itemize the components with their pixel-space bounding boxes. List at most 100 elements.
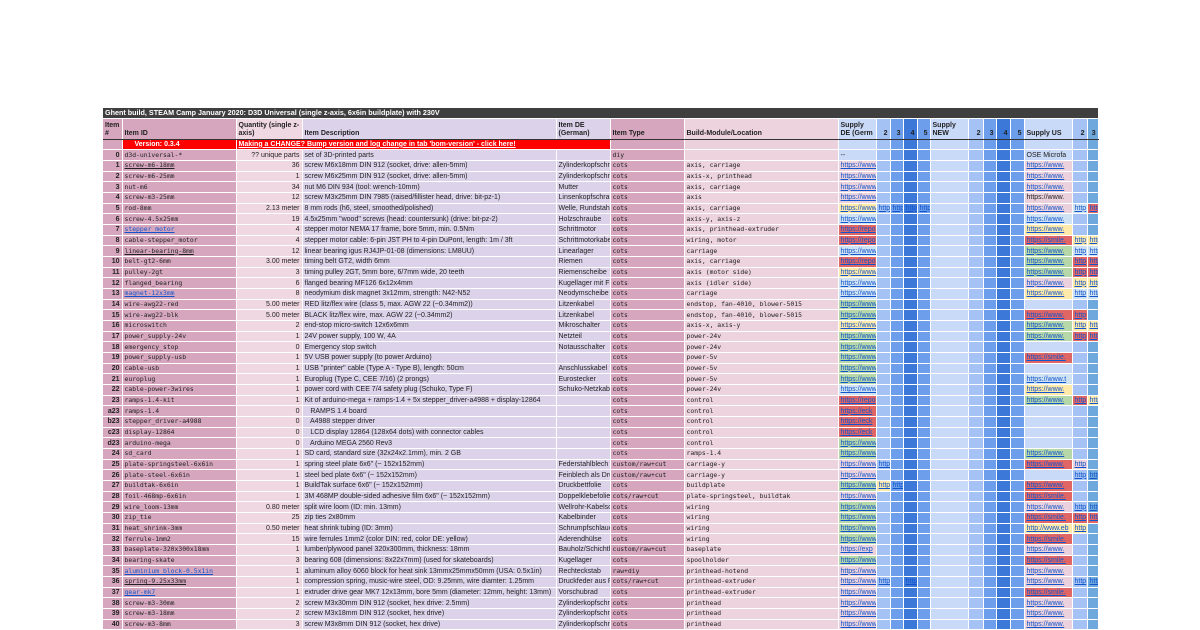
german-name-cell[interactable]: Mikroschalter	[556, 320, 611, 332]
supply-new-4-cell[interactable]	[996, 299, 1011, 311]
supply-us-2-cell[interactable]	[1072, 608, 1088, 620]
supply-de-4-cell[interactable]	[903, 459, 918, 471]
supply-de-2-cell[interactable]	[876, 555, 891, 567]
item-number-cell[interactable]: 33	[103, 544, 123, 556]
supply-de-4-cell[interactable]	[903, 288, 918, 300]
supply-de-3-cell[interactable]	[890, 608, 904, 620]
supplier-link[interactable]: https://www	[840, 343, 876, 351]
supply-de-5-cell[interactable]	[917, 160, 931, 172]
supply-new-4-cell[interactable]	[996, 459, 1011, 471]
supply-new-cell[interactable]	[930, 373, 969, 385]
description-cell[interactable]: BuildTak surface 6x6" (~ 152x152mm)	[302, 480, 557, 492]
supply-de-2-cell[interactable]	[876, 544, 891, 556]
item-id-cell[interactable]: d3d-universal-*	[122, 149, 237, 161]
item-type-cell[interactable]: cots	[610, 480, 685, 492]
supply-new-cell[interactable]	[930, 363, 969, 375]
supply-us-3-cell[interactable]	[1087, 480, 1099, 492]
supplier-link[interactable]: https://eck	[840, 418, 873, 426]
supplier-link[interactable]: http	[1074, 578, 1087, 586]
supply-de-3-cell[interactable]	[890, 448, 904, 460]
description-cell[interactable]: stepper motor NEMA 17 frame, bore 5mm, m…	[302, 224, 557, 236]
supply-new-2-cell[interactable]	[968, 416, 984, 428]
supply-new-5-cell[interactable]	[1010, 192, 1025, 204]
supplier-link[interactable]: https://smile.	[1026, 514, 1066, 522]
supply-new-3-cell[interactable]	[983, 587, 997, 599]
supply-de-5-cell[interactable]	[917, 224, 931, 236]
supplier-link[interactable]: http	[1089, 322, 1098, 330]
supply-us-cell[interactable]: https://www.	[1024, 501, 1073, 514]
supplier-link[interactable]: https://www	[840, 525, 876, 533]
supplier-link[interactable]: http	[1089, 247, 1098, 255]
supply-de-3-cell[interactable]	[890, 320, 904, 332]
supply-new-cell[interactable]	[930, 405, 969, 417]
supplier-link[interactable]: https://www	[840, 364, 876, 372]
supply-de-4-cell[interactable]	[903, 480, 918, 492]
item-number-cell[interactable]: 12	[103, 277, 123, 289]
supply-us-cell[interactable]: https://www.	[1024, 203, 1073, 215]
quantity-cell[interactable]: 4	[236, 224, 303, 236]
supply-de-3-cell[interactable]	[890, 533, 904, 546]
supply-de-3-cell[interactable]	[890, 192, 904, 204]
supply-de-5-cell[interactable]	[917, 320, 931, 332]
supply-us-2-cell[interactable]	[1072, 533, 1088, 546]
description-cell[interactable]: neodymium disk magnet 3x12mm, strength: …	[302, 288, 557, 300]
supplier-link[interactable]: https://www	[840, 311, 876, 319]
supply-de-2-cell[interactable]	[876, 427, 891, 439]
item-type-cell[interactable]: cots	[610, 373, 685, 385]
description-cell[interactable]: bearing 608 (dimensions: 8x22x7mm) (used…	[302, 555, 557, 567]
supply-us-2-cell[interactable]: http	[1072, 277, 1088, 289]
description-cell[interactable]: RAMPS 1.4 board	[302, 405, 557, 417]
version-supply-us-3-blank[interactable]	[1087, 139, 1099, 151]
item-id-cell[interactable]: pulley-2gt	[122, 267, 237, 279]
supplier-link[interactable]: http	[1074, 503, 1087, 511]
supply-us-cell[interactable]: https://www.	[1024, 608, 1073, 620]
item-type-cell[interactable]: cots	[610, 608, 685, 620]
supply-de-cell[interactable]: https://www	[838, 299, 877, 311]
supplier-link[interactable]: https://www.	[1026, 621, 1065, 629]
header-item-id[interactable]: Item ID	[122, 118, 237, 140]
supply-de-5-cell[interactable]	[917, 245, 931, 257]
supply-de-2-cell[interactable]	[876, 245, 891, 257]
supplier-link[interactable]: http	[1074, 279, 1087, 287]
supply-new-2-cell[interactable]	[968, 331, 984, 343]
supply-de-5-cell[interactable]	[917, 181, 931, 193]
supply-de-3-cell[interactable]	[890, 597, 904, 610]
supply-us-3-cell[interactable]: http	[1087, 245, 1099, 257]
version-supply-new-3-blank[interactable]	[983, 139, 997, 151]
supply-us-3-cell[interactable]	[1087, 181, 1099, 193]
description-cell[interactable]: BLACK litz/flex wire, max. AGW 22 (~0.34…	[302, 309, 557, 321]
supply-de-cell[interactable]: https://repo	[838, 395, 877, 407]
supply-de-2-cell[interactable]	[876, 277, 891, 289]
item-type-cell[interactable]: cots	[610, 213, 685, 225]
item-number-cell[interactable]: a23	[103, 405, 123, 417]
supply-new-5-cell[interactable]	[1010, 437, 1025, 449]
item-id-cell[interactable]: stepper_motor	[122, 224, 237, 236]
build-module-cell[interactable]: axis, carriage	[684, 160, 839, 172]
supply-us-3-cell[interactable]: http	[1087, 267, 1099, 279]
german-name-cell[interactable]: Wellrohr-Kabelschutz	[556, 501, 611, 514]
supply-us-3-cell[interactable]	[1087, 597, 1099, 610]
supply-new-3-cell[interactable]	[983, 235, 997, 247]
supply-us-2-cell[interactable]	[1072, 480, 1088, 492]
supply-de-4-cell[interactable]	[903, 395, 918, 407]
supply-new-5-cell[interactable]	[1010, 523, 1025, 535]
supply-new-4-cell[interactable]	[996, 192, 1011, 204]
supplier-link[interactable]: https://www	[840, 460, 876, 468]
supply-new-3-cell[interactable]	[983, 267, 997, 279]
supply-de-5-cell[interactable]	[917, 171, 931, 183]
supply-us-2-cell[interactable]: http	[1072, 320, 1088, 332]
item-number-cell[interactable]: 10	[103, 256, 123, 268]
supply-us-cell[interactable]	[1024, 299, 1073, 311]
supply-de-2-cell[interactable]	[876, 619, 891, 630]
version-supply-de-3-blank[interactable]	[890, 139, 904, 151]
version-supply-new-4-blank[interactable]	[996, 139, 1011, 151]
header-build-module[interactable]: Build-Module/Location	[684, 118, 839, 140]
build-module-cell[interactable]: endstop, fan-4010, blower-5015	[684, 299, 839, 311]
supply-de-3-cell[interactable]: http	[890, 203, 904, 215]
item-type-cell[interactable]: cots	[610, 427, 685, 439]
quantity-cell[interactable]: 1	[236, 469, 303, 481]
supply-new-2-cell[interactable]	[968, 555, 984, 567]
supply-de-cell[interactable]: https://www	[838, 565, 877, 578]
supply-de-3-cell[interactable]	[890, 299, 904, 311]
supply-new-2-cell[interactable]	[968, 427, 984, 439]
